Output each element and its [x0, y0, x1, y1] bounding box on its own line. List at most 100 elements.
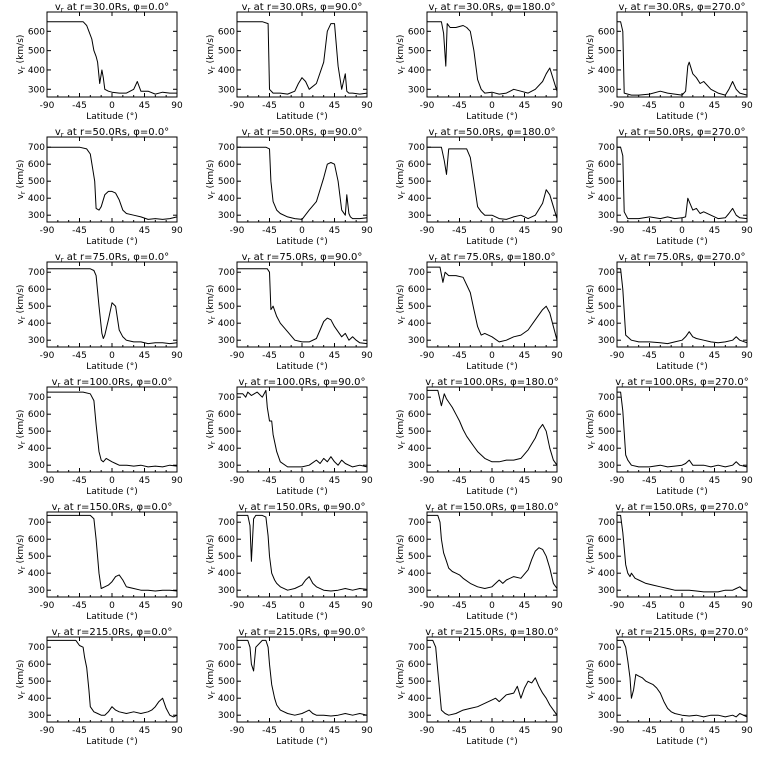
x-tick-label: 90 [361, 101, 373, 111]
x-axis-label: Latitude (°) [656, 487, 707, 497]
y-tick-label: 500 [598, 552, 615, 562]
y-tick-label: 600 [218, 160, 235, 170]
x-axis-label: Latitude (°) [86, 112, 137, 122]
x-tick-label: -45 [262, 226, 277, 236]
panel-title: vr at r=100.0Rs, φ=180.0° [425, 377, 558, 389]
plot-frame [236, 11, 368, 98]
y-axis-label: vr (km/s) [206, 660, 217, 700]
panel-5-2: vr at r=150.0Rs, φ=90.0° -90 -45 0 45 90 300 40… [206, 502, 373, 622]
y-tick-label: 400 [598, 444, 615, 454]
y-tick-label: 300 [598, 461, 615, 471]
x-tick-label: -45 [642, 101, 657, 111]
x-tick-label: -45 [262, 601, 277, 611]
x-tick-label: -90 [40, 351, 55, 361]
y-tick-label: 400 [598, 194, 615, 204]
x-tick-label: 0 [679, 601, 685, 611]
series-line [617, 146, 748, 220]
x-tick-label: 0 [109, 226, 115, 236]
x-tick-label: 90 [361, 226, 373, 236]
x-axis-label: Latitude (°) [466, 737, 517, 747]
x-tick-label: 45 [709, 476, 720, 486]
x-tick-label: -90 [610, 476, 625, 486]
x-tick-label: 45 [139, 601, 150, 611]
y-tick-label: 700 [408, 643, 425, 653]
x-tick-label: 0 [489, 726, 495, 736]
x-tick-label: -90 [610, 726, 625, 736]
y-tick-label: 500 [408, 677, 425, 687]
panel-title: vr at r=100.0Rs, φ=270.0° [615, 377, 748, 389]
panel-4-1: vr at r=100.0Rs, φ=0.0° -90 -45 0 45 90 300 400… [16, 377, 183, 497]
x-tick-label: 45 [329, 351, 340, 361]
x-tick-label: -45 [452, 101, 467, 111]
x-tick-label: 45 [519, 726, 530, 736]
x-tick-label: 45 [519, 351, 530, 361]
x-axis-label: Latitude (°) [276, 487, 327, 497]
x-tick-label: 45 [709, 726, 720, 736]
y-axis-label: vr (km/s) [16, 535, 27, 575]
y-axis-label: vr (km/s) [206, 285, 217, 325]
plot-frame [426, 511, 558, 598]
x-tick-label: -45 [72, 476, 87, 486]
x-tick-label: -45 [642, 351, 657, 361]
x-axis-label: Latitude (°) [86, 362, 137, 372]
y-tick-label: 700 [598, 393, 615, 403]
x-tick-label: -90 [610, 226, 625, 236]
y-tick-label: 500 [598, 427, 615, 437]
y-axis-label: vr (km/s) [16, 35, 27, 75]
x-tick-label: 0 [679, 226, 685, 236]
x-axis-label: Latitude (°) [466, 112, 517, 122]
y-tick-label: 300 [408, 461, 425, 471]
x-axis-label: Latitude (°) [656, 112, 707, 122]
y-tick-label: 700 [408, 143, 425, 153]
x-tick-label: -90 [230, 601, 245, 611]
x-tick-label: -90 [420, 351, 435, 361]
y-tick-label: 500 [28, 552, 45, 562]
y-axis-label: vr (km/s) [16, 660, 27, 700]
x-tick-label: 0 [489, 226, 495, 236]
series-line [47, 268, 178, 345]
y-tick-label: 500 [28, 177, 45, 187]
panel-4-2: vr at r=100.0Rs, φ=90.0° -90 -45 0 45 90 300 40… [206, 377, 373, 497]
y-tick-label: 500 [28, 47, 45, 57]
panel-title: vr at r=75.0Rs, φ=0.0° [55, 252, 169, 264]
y-tick-label: 500 [218, 302, 235, 312]
y-tick-label: 600 [218, 535, 235, 545]
x-tick-label: -90 [420, 476, 435, 486]
x-tick-label: -45 [452, 601, 467, 611]
y-tick-label: 300 [408, 85, 425, 95]
x-tick-label: -90 [230, 101, 245, 111]
y-tick-label: 500 [28, 302, 45, 312]
x-tick-label: 90 [551, 226, 563, 236]
x-tick-label: 90 [551, 101, 563, 111]
panel-1-4: vr at r=30.0Rs, φ=270.0° -90 -45 0 45 90 300 40… [586, 2, 753, 122]
panel-3-4: vr at r=75.0Rs, φ=270.0° -90 -45 0 45 90 300 40… [586, 252, 753, 372]
panel-title: vr at r=50.0Rs, φ=90.0° [242, 127, 363, 139]
x-tick-label: -90 [230, 726, 245, 736]
y-tick-label: 400 [218, 194, 235, 204]
y-axis-label: vr (km/s) [396, 285, 407, 325]
x-tick-label: 0 [109, 726, 115, 736]
y-tick-label: 600 [28, 660, 45, 670]
y-tick-label: 400 [28, 569, 45, 579]
y-axis-label: vr (km/s) [586, 410, 597, 450]
x-tick-label: 0 [679, 351, 685, 361]
x-tick-label: 0 [489, 601, 495, 611]
x-tick-label: 0 [489, 101, 495, 111]
y-tick-label: 700 [408, 268, 425, 278]
y-tick-label: 400 [408, 66, 425, 76]
series-line [427, 146, 558, 220]
x-axis-label: Latitude (°) [86, 487, 137, 497]
panel-5-3: vr at r=150.0Rs, φ=180.0° -90 -45 0 45 90 300 4… [396, 502, 563, 622]
panel-title: vr at r=30.0Rs, φ=270.0° [618, 2, 745, 14]
x-tick-label: 0 [109, 476, 115, 486]
y-tick-label: 300 [598, 211, 615, 221]
y-tick-label: 300 [598, 85, 615, 95]
plot-frame [46, 386, 178, 473]
y-tick-label: 500 [28, 427, 45, 437]
y-tick-label: 500 [598, 302, 615, 312]
x-tick-label: -45 [452, 726, 467, 736]
y-tick-label: 400 [408, 569, 425, 579]
series-line [237, 639, 368, 717]
y-tick-label: 400 [408, 444, 425, 454]
x-tick-label: 45 [519, 601, 530, 611]
